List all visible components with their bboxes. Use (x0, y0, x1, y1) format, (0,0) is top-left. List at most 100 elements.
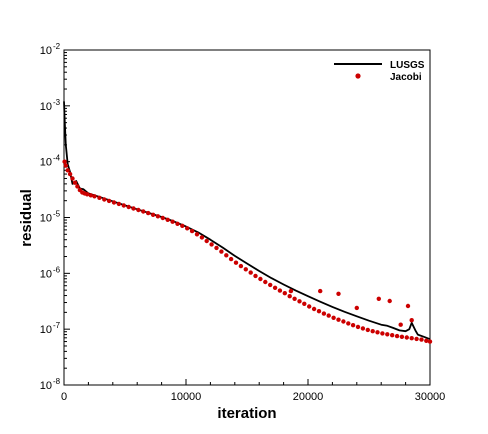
data-point-jacobi (355, 324, 361, 330)
data-point-jacobi (146, 210, 151, 216)
data-point-jacobi (116, 201, 122, 207)
data-point-jacobi (370, 329, 375, 334)
data-point-jacobi (427, 339, 433, 344)
data-point-jacobi (209, 242, 214, 247)
data-point-jacobi (390, 333, 395, 338)
data-point-jacobi (224, 253, 229, 258)
y-tick-exponent: -5 (53, 210, 61, 219)
y-tick-exponent: -3 (53, 98, 61, 107)
data-point-jacobi (238, 263, 244, 269)
data-point-jacobi (102, 197, 107, 202)
data-point-jacobi (321, 311, 327, 316)
data-point-jacobi (141, 209, 146, 214)
data-point-jacobi (150, 212, 156, 217)
data-point-jacobi (219, 249, 224, 254)
series-layer (62, 101, 433, 344)
y-tick-label: 10 (40, 268, 52, 280)
data-point-jacobi (185, 226, 190, 231)
data-point-jacobi (341, 319, 346, 324)
data-point-jacobi (350, 323, 356, 328)
data-point-jacobi (288, 288, 294, 294)
data-point-jacobi (72, 180, 78, 185)
data-point-jacobi (287, 294, 292, 299)
data-point-jacobi (409, 336, 414, 341)
data-point-jacobi (92, 194, 97, 199)
data-point-jacobi (399, 334, 405, 339)
data-point-jacobi (404, 335, 409, 340)
data-point-jacobi (282, 291, 287, 296)
data-point-jacobi (248, 270, 253, 275)
data-point-jacobi (414, 336, 419, 342)
y-tick-label: 10 (40, 324, 52, 336)
data-point-jacobi (136, 207, 141, 213)
data-point-jacobi (65, 168, 70, 173)
data-point-jacobi (228, 256, 234, 262)
x-axis: 0 10000 20000 30000 (61, 379, 445, 403)
y-tick-label: 10 (40, 380, 52, 392)
data-point-jacobi (405, 303, 411, 309)
plot-frame (63, 49, 431, 386)
data-point-jacobi (199, 235, 205, 240)
series-line-lusgs (63, 101, 431, 341)
data-point-jacobi (106, 198, 112, 204)
data-point-jacobi (318, 288, 323, 294)
data-point-jacobi (398, 322, 403, 327)
data-point-jacobi (292, 296, 297, 301)
data-point-jacobi (160, 215, 165, 221)
data-point-jacobi (375, 330, 380, 335)
data-point-jacobi (365, 327, 370, 333)
y-tick-label: 10 (40, 101, 52, 113)
data-point-jacobi (336, 291, 341, 296)
data-point-jacobi (189, 228, 195, 234)
data-point-jacobi (387, 298, 392, 304)
data-point-jacobi (170, 219, 175, 224)
data-point-jacobi (346, 321, 351, 326)
data-point-jacobi (419, 337, 424, 342)
data-point-jacobi (62, 159, 67, 164)
data-point-jacobi (360, 326, 366, 331)
data-point-jacobi (302, 301, 307, 306)
y-axis-title: residual (18, 189, 35, 247)
data-point-jacobi (331, 315, 336, 320)
data-point-jacobi (131, 206, 136, 211)
data-point-jacobi (233, 260, 239, 265)
legend-marker-jacobi (355, 73, 361, 79)
data-point-jacobi (394, 333, 400, 339)
data-point-jacobi (297, 299, 302, 304)
x-tick-label: 20000 (293, 391, 324, 403)
data-point-jacobi (175, 221, 180, 226)
data-point-jacobi (376, 296, 381, 301)
data-point-jacobi (409, 318, 414, 323)
data-point-jacobi (180, 223, 185, 228)
data-point-jacobi (126, 204, 131, 210)
data-point-jacobi (88, 193, 94, 198)
data-point-jacobi (268, 282, 273, 288)
x-axis-title: iteration (217, 405, 276, 422)
y-tick-exponent: -2 (53, 42, 61, 51)
data-point-jacobi (424, 338, 429, 343)
data-point-jacobi (85, 192, 90, 197)
data-point-jacobi (258, 276, 263, 282)
data-point-jacobi (253, 273, 258, 279)
data-point-jacobi (70, 176, 75, 181)
data-point-jacobi (336, 317, 341, 322)
x-tick-label: 10000 (171, 391, 202, 403)
data-point-jacobi (277, 288, 283, 293)
data-point-jacobi (121, 203, 127, 208)
data-point-jacobi (75, 184, 80, 189)
data-point-jacobi (111, 200, 117, 205)
data-point-jacobi (272, 285, 278, 290)
y-tick-label: 10 (40, 157, 52, 169)
data-point-jacobi (311, 306, 317, 312)
data-point-jacobi (307, 304, 312, 309)
data-point-jacobi (204, 238, 209, 244)
data-point-jacobi (165, 217, 170, 222)
x-tick-label: 30000 (415, 391, 446, 403)
data-point-jacobi (214, 245, 219, 251)
y-tick-label: 10 (40, 213, 52, 225)
legend-label-lusgs: LUSGS (390, 60, 425, 71)
data-point-jacobi (316, 309, 322, 314)
data-point-jacobi (194, 232, 200, 237)
data-point-jacobi (326, 313, 331, 318)
